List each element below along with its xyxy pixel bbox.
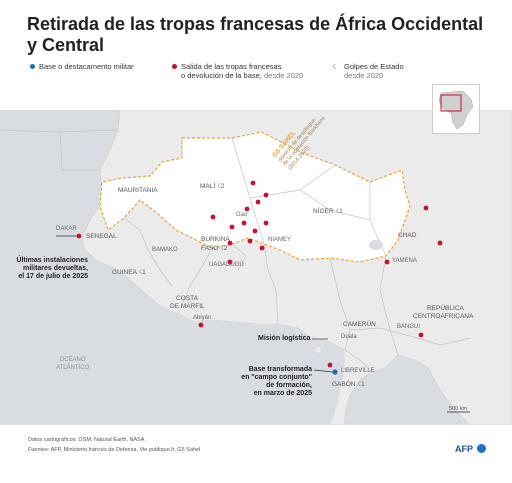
gulf-of-guinea bbox=[0, 306, 345, 425]
map bbox=[0, 110, 512, 425]
annotation-mision: Misión logística bbox=[258, 335, 311, 342]
country-costa-marfil: DE MARFIL bbox=[170, 303, 205, 310]
city-niamey: NIAMEY bbox=[268, 237, 292, 243]
annotation-senegal: Últimas instalaciones militares devuelta… bbox=[16, 257, 88, 280]
annotation-gabon: Base transformada en "campo conjunto" de… bbox=[241, 366, 312, 397]
footer-sources: Fuentes: AFP, Ministerio francés de Defe… bbox=[28, 447, 201, 453]
city-abiyan: Abiyán bbox=[193, 315, 212, 321]
coup-icon: ☇ bbox=[216, 183, 221, 190]
country-faso: FASO ☇2 bbox=[201, 245, 228, 252]
city-yamena: YAMENA bbox=[392, 258, 417, 264]
country-rca-2: CENTROAFRICANA bbox=[413, 313, 474, 320]
island bbox=[315, 347, 321, 353]
country-mauritania: MAURITANIA bbox=[118, 187, 158, 194]
page-title: Retirada de las tropas francesas de Áfri… bbox=[27, 14, 484, 55]
footer-data: Datos cartográficos: OSM, Natural Earth,… bbox=[28, 437, 145, 443]
withdrawal-points bbox=[76, 180, 443, 368]
coup-icon: ☇ bbox=[332, 64, 337, 71]
city-duala: Duala bbox=[341, 334, 357, 340]
ocean-label: OCÉANO ATLÁNTICO bbox=[56, 357, 90, 371]
country-niger: NÍGER ☇1 bbox=[313, 208, 343, 215]
country-rca: REPÚBLICA bbox=[427, 305, 464, 312]
city-bamako: BAMAKO bbox=[152, 247, 178, 253]
coup-icon: ☇ bbox=[335, 208, 340, 215]
country-burkina: BURKINA bbox=[201, 236, 230, 243]
coup-icon: ☇ bbox=[220, 245, 224, 252]
country-gabon: GABÓN ☇1 bbox=[332, 381, 365, 388]
lake-chad bbox=[369, 240, 383, 250]
country-costa: COSTA bbox=[176, 295, 198, 302]
legend-withdrawal: Salida de las tropas francesas o devoluc… bbox=[172, 62, 303, 80]
country-senegal: SENEGAL bbox=[86, 233, 117, 240]
country-chad: CHAD bbox=[398, 232, 417, 239]
afp-logo-icon bbox=[477, 444, 486, 453]
borders bbox=[0, 129, 471, 373]
country-mali: MALÍ ☇2 bbox=[200, 183, 225, 190]
coup-icon: ☇ bbox=[138, 269, 143, 276]
city-dakar: DAKAR bbox=[56, 226, 77, 232]
scale-label: 500 km bbox=[449, 406, 468, 412]
coup-icon: ☇ bbox=[357, 381, 362, 388]
city-libreville: LIBREVILLE bbox=[341, 368, 375, 374]
afp-logo: AFP bbox=[455, 444, 473, 454]
city-gao: Gao bbox=[236, 212, 248, 218]
city-uagadugu: UAGADUGÚ bbox=[209, 262, 244, 268]
country-camerun: CAMERÚN bbox=[343, 321, 376, 328]
legend-coup: ☇ Golpes de Estado desde 2020 bbox=[332, 62, 404, 80]
city-bangui: BANGUI bbox=[397, 324, 421, 330]
base-point-libreville bbox=[332, 369, 338, 375]
country-guinea: GUINEA ☇1 bbox=[112, 269, 146, 276]
base-marker-icon bbox=[30, 64, 35, 69]
leader-lines bbox=[56, 235, 334, 373]
withdrawal-marker-icon bbox=[172, 64, 177, 69]
inset-map bbox=[432, 84, 480, 134]
legend-base: Base o destacamento militar bbox=[30, 62, 134, 71]
